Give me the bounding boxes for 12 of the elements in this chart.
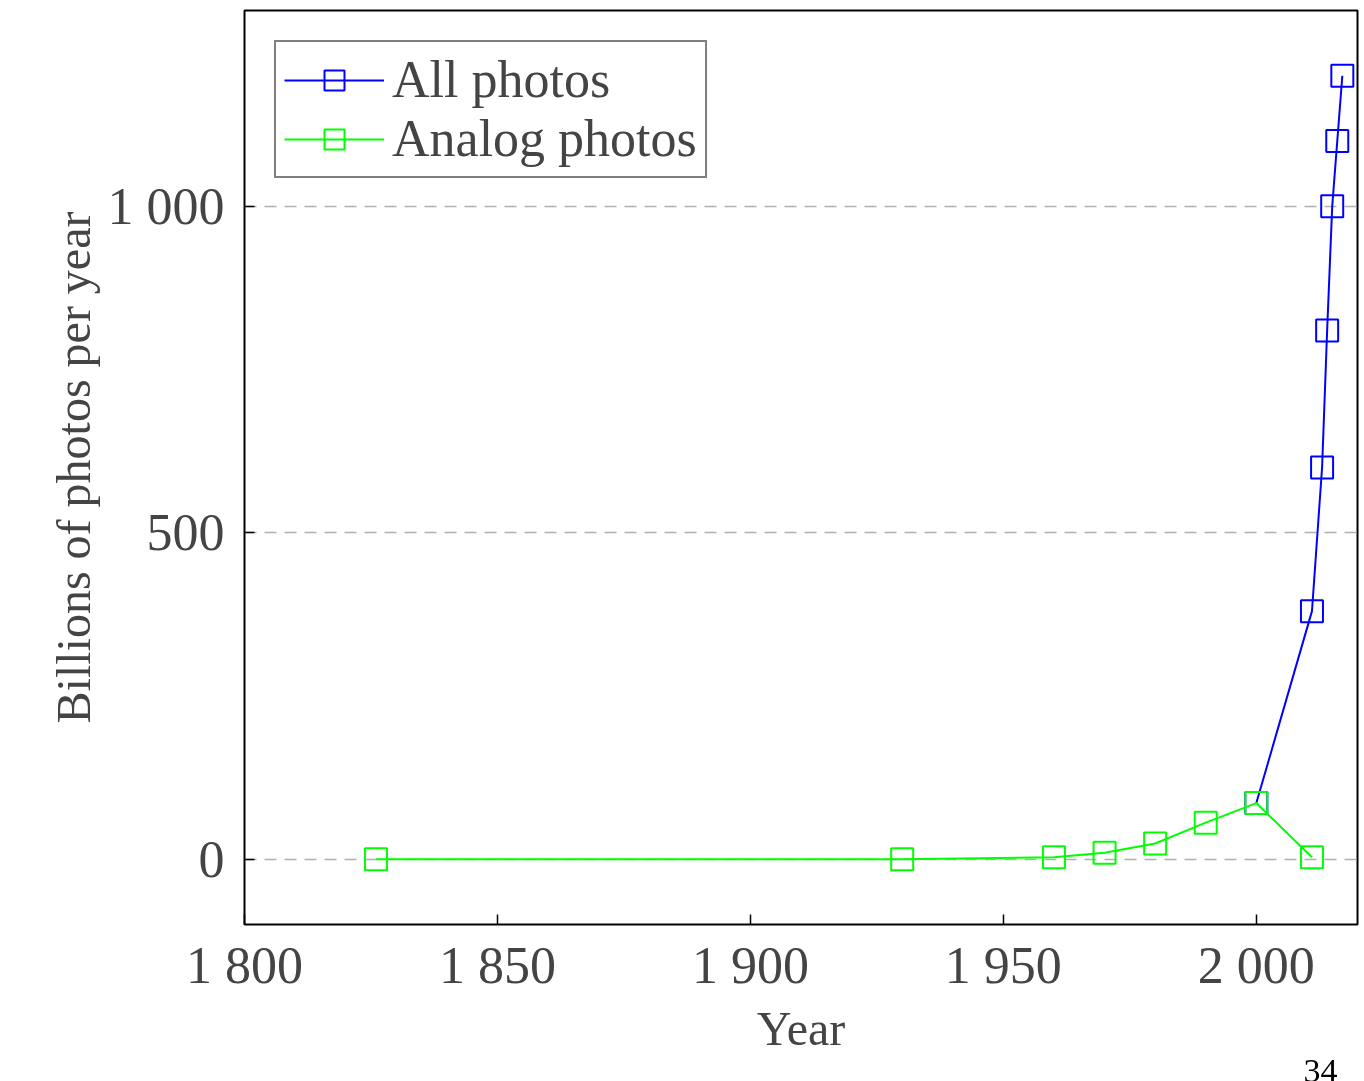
x-axis-title: Year [756, 1001, 846, 1055]
y-tick-label: 0 [198, 830, 225, 888]
legend-label: All photos [392, 50, 611, 109]
y-tick-label: 500 [146, 504, 225, 562]
x-tick-label: 1 900 [691, 936, 809, 994]
x-tick-label: 1 800 [186, 936, 303, 994]
x-tick-label: 1 950 [944, 936, 1062, 994]
y-axis-title: Billions of photos per year [46, 211, 100, 724]
x-tick-label: 1 850 [438, 936, 556, 994]
x-tick-label: 2 000 [1197, 936, 1315, 994]
y-tick-label: 1 000 [107, 177, 225, 235]
legend-label: Analog photos [392, 109, 697, 168]
